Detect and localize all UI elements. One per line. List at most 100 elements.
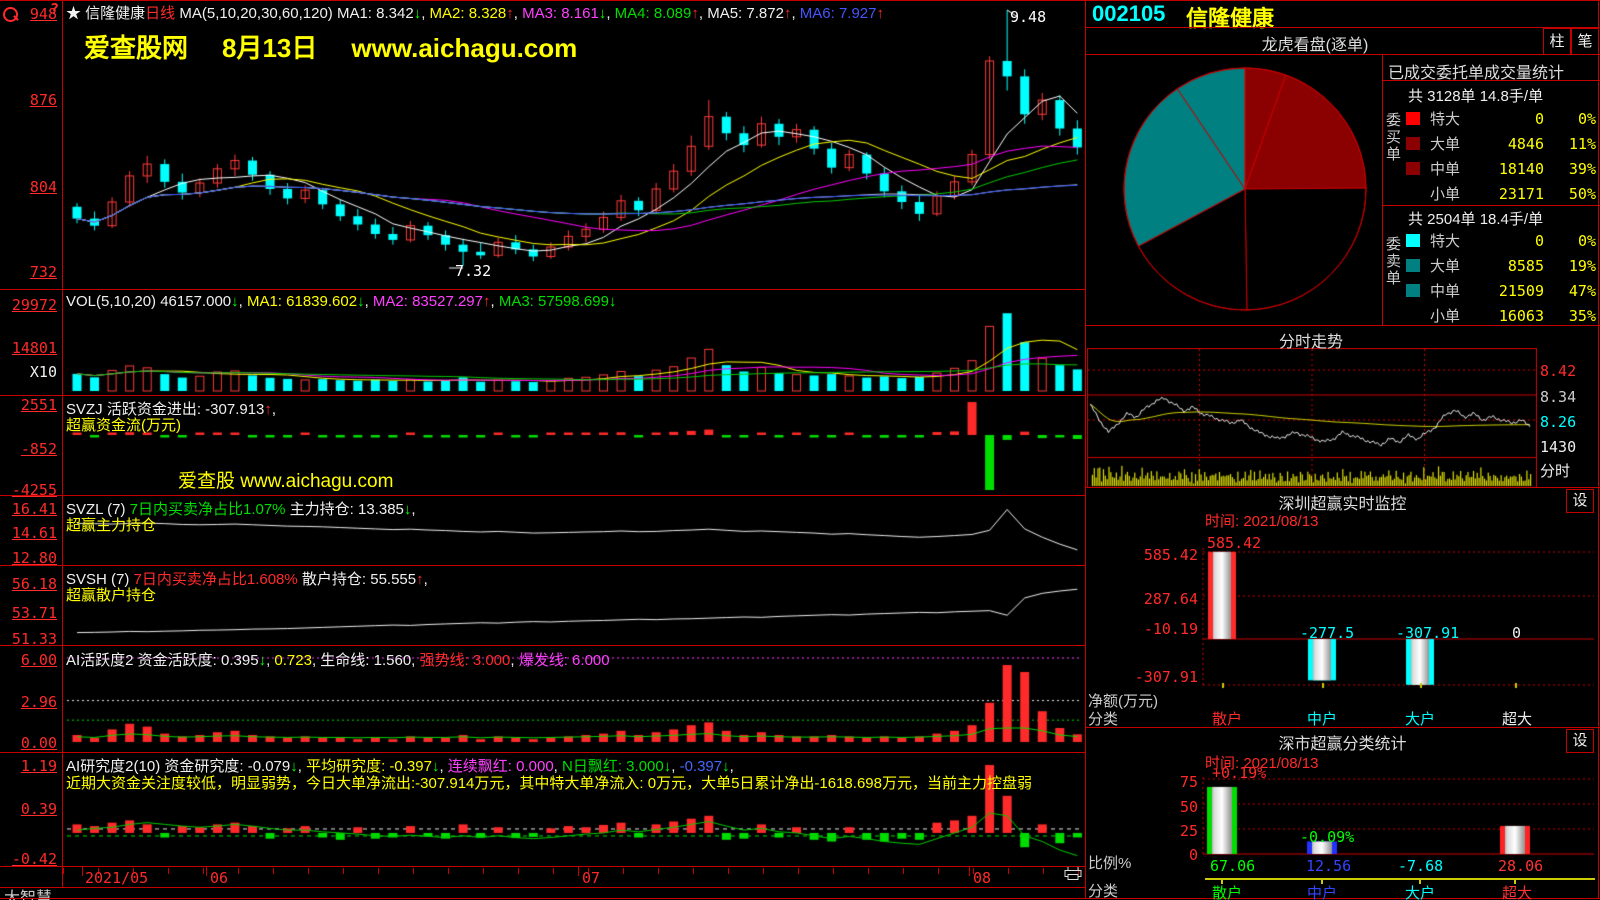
svzj-subtitle: 超赢资金流(万元) bbox=[66, 417, 181, 434]
size-label: 特大 bbox=[1430, 111, 1461, 128]
volume-chart-canvas bbox=[63, 291, 1085, 394]
divider bbox=[0, 289, 1085, 290]
ai-activity-chart-canvas bbox=[63, 646, 1085, 751]
legend-segment: , bbox=[671, 758, 680, 775]
divider bbox=[0, 645, 1085, 646]
buy-rows: 特大 0 0% 大单 4846 11% 中单 18140 39% 小单 23171 50% bbox=[1406, 106, 1598, 206]
legend-segment: , bbox=[439, 758, 448, 775]
table-title: 已成交委托单成交量统计 bbox=[1388, 65, 1565, 82]
tab-pen-mode[interactable]: 笔 bbox=[1571, 28, 1599, 55]
stats-value: -7.68 bbox=[1398, 857, 1444, 875]
legend-segment: MA6: 7.927 bbox=[799, 5, 877, 22]
legend-segment: VOL(5,10,20) 46157.000 bbox=[66, 293, 232, 310]
legend-segment: MA4: 8.089 bbox=[614, 5, 692, 22]
y-axis-label: -0.42 bbox=[11, 850, 57, 868]
stats-ylabel: 25 bbox=[1179, 822, 1198, 840]
legend-segment: -0.397 bbox=[679, 758, 723, 775]
y-axis-label: -852 bbox=[20, 440, 57, 458]
legend-segment: MA3: 8.161 bbox=[522, 5, 599, 22]
legend-segment: ↓ bbox=[722, 758, 730, 775]
x-axis-tick bbox=[82, 867, 83, 876]
legend-segment: AI活跃度2 资金活跃度: 0.395 bbox=[66, 652, 259, 669]
x-axis-tick bbox=[578, 867, 579, 876]
size-percent: 35% bbox=[1568, 306, 1596, 325]
stats-bar-chart-canvas bbox=[1202, 773, 1595, 861]
legend-segment: ↓ bbox=[663, 758, 672, 775]
size-swatch bbox=[1406, 259, 1420, 272]
legend-segment: , bbox=[423, 571, 428, 588]
legend-segment: , bbox=[411, 501, 416, 518]
intraday-end-time: 1430 bbox=[1540, 438, 1577, 456]
watermark-date: 8月13日 bbox=[222, 33, 318, 63]
svzl-subtitle: 超赢主力持仓 bbox=[66, 517, 157, 534]
legend-segment: , bbox=[513, 5, 523, 22]
stats-x-tick bbox=[1419, 880, 1421, 884]
monitor-category: 大户 bbox=[1405, 711, 1436, 728]
divider bbox=[0, 887, 1085, 888]
tab-bar-mode[interactable]: 柱 bbox=[1543, 28, 1571, 55]
print-icon[interactable] bbox=[1064, 866, 1082, 880]
sell-rows: 特大 0 0% 大单 8585 19% 中单 21509 47% 小单 16063 35% bbox=[1406, 228, 1598, 328]
legend-segment: N日飘红: 3.000 bbox=[562, 758, 664, 775]
order-size-row: 大单 8585 19% bbox=[1406, 253, 1598, 278]
monitor-title: 深圳超赢实时监控 bbox=[1278, 496, 1407, 513]
stock-name: 信隆健康 bbox=[1186, 6, 1275, 31]
x-axis-label: 2021/05 bbox=[85, 869, 149, 887]
y-axis-label: 14.61 bbox=[11, 524, 57, 542]
y-axis-label: 6.00 bbox=[20, 651, 57, 669]
stats-x-tick bbox=[1321, 880, 1323, 884]
divider bbox=[0, 565, 1085, 566]
legend-segment: ↓ bbox=[357, 293, 365, 310]
volume-legend: VOL(5,10,20) 46157.000↓, MA1: 61839.602↓… bbox=[66, 293, 616, 310]
high-annotation: 9.48 bbox=[1010, 8, 1047, 26]
size-percent: 11% bbox=[1568, 134, 1596, 153]
divider bbox=[0, 752, 1085, 753]
low-annotation: 7.32 bbox=[455, 262, 492, 280]
divider bbox=[0, 0, 1600, 1]
legend-segment: ↓ bbox=[413, 5, 422, 22]
legend-segment: , bbox=[553, 758, 563, 775]
stats-value: 28.06 bbox=[1498, 857, 1544, 875]
stats-settings-button[interactable]: 设 bbox=[1566, 729, 1594, 753]
monitor-unit-label: 净额(万元) bbox=[1088, 693, 1158, 710]
stats-ylabel: 0 bbox=[1188, 846, 1198, 864]
stats-x-axis bbox=[1205, 878, 1595, 880]
intraday-chart-canvas bbox=[1087, 348, 1537, 488]
size-count: 0 bbox=[1534, 109, 1544, 128]
y-axis-label: 0.39 bbox=[20, 800, 57, 818]
legend-segment: ↑ bbox=[416, 571, 424, 588]
legend-segment: , bbox=[791, 5, 800, 22]
magnifier-icon[interactable] bbox=[3, 7, 18, 22]
stats-annotation: +0.19% bbox=[1212, 764, 1267, 782]
stats-value: 67.06 bbox=[1210, 857, 1256, 875]
stats-title: 深市超赢分类统计 bbox=[1278, 736, 1407, 753]
stats-time: 时间: 2021/08/13 bbox=[1205, 755, 1319, 772]
legend-segment: 主力持仓: 13.385 bbox=[285, 501, 404, 518]
buy-side-label: 委买单 bbox=[1386, 112, 1402, 163]
legend-segment: 散户持仓: 55.555 bbox=[297, 571, 417, 588]
svzj-legend: SVZJ 活跃资金进出: -307.913↑, bbox=[66, 398, 276, 419]
monitor-bar-value: 0 bbox=[1512, 624, 1522, 642]
size-percent: 0% bbox=[1577, 231, 1596, 250]
svsh-chart-canvas bbox=[63, 566, 1085, 644]
monitor-settings-button[interactable]: 设 bbox=[1566, 489, 1594, 513]
stats-x-tick bbox=[1221, 880, 1223, 884]
monitor-ylabel: -307.91 bbox=[1134, 668, 1198, 686]
kline-legend: ★ 信隆健康日线 MA(5,10,20,30,60,120) MA1: 8.34… bbox=[66, 2, 884, 23]
stats-value: 12.56 bbox=[1306, 857, 1352, 875]
size-percent: 47% bbox=[1568, 281, 1596, 300]
legend-segment: MA(5,10,20,30,60,120) bbox=[175, 5, 337, 22]
svzj-chart-canvas bbox=[63, 396, 1085, 494]
stats-category: 大户 bbox=[1405, 885, 1436, 900]
legend-segment: ↓ bbox=[403, 501, 412, 518]
kline-chart-canvas bbox=[63, 0, 1085, 289]
help-icon[interactable]: ? bbox=[50, 0, 60, 18]
legend-segment: , bbox=[698, 5, 708, 22]
y-axis-label: 16.41 bbox=[11, 500, 57, 518]
volume-unit-label: X10 bbox=[29, 363, 57, 381]
monitor-ylabel: -10.19 bbox=[1143, 620, 1198, 638]
size-label: 特大 bbox=[1430, 233, 1461, 250]
size-count: 16063 bbox=[1498, 306, 1544, 325]
divider bbox=[0, 898, 1600, 899]
order-size-row: 特大 0 0% bbox=[1406, 228, 1598, 253]
